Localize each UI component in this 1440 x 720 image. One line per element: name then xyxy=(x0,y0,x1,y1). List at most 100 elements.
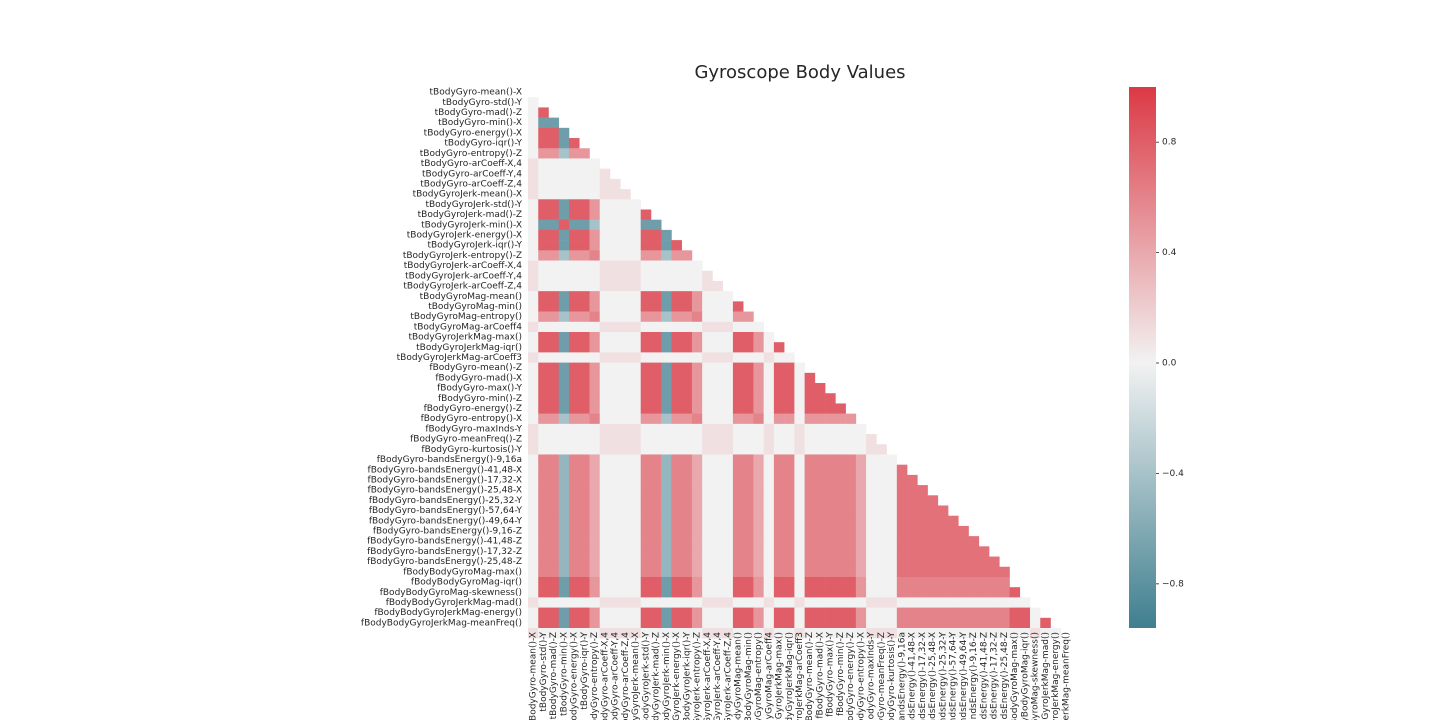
heatmap-cell xyxy=(609,597,621,608)
heatmap-cell xyxy=(753,525,764,537)
heatmap-cell xyxy=(794,576,805,588)
heatmap-cell xyxy=(784,495,795,506)
heatmap-cell xyxy=(661,495,672,506)
heatmap-cell xyxy=(753,342,764,353)
heatmap-cell xyxy=(681,434,693,445)
y-tick-label: fBodyBodyGyroMag-skewness() xyxy=(380,588,522,598)
heatmap-cell xyxy=(732,403,744,414)
heatmap-cell xyxy=(620,587,631,598)
heatmap-cell xyxy=(804,372,816,384)
heatmap-cell xyxy=(691,597,703,608)
heatmap-cell xyxy=(876,556,887,568)
heatmap-cell xyxy=(620,189,631,200)
heatmap-cell xyxy=(671,393,682,404)
heatmap-cell xyxy=(804,383,816,394)
heatmap-cell xyxy=(814,536,826,547)
heatmap-cell xyxy=(650,434,662,445)
heatmap-cell xyxy=(558,219,570,231)
heatmap-cell xyxy=(589,423,601,435)
heatmap-cell xyxy=(609,536,621,547)
heatmap-cell xyxy=(712,495,723,506)
heatmap-cell xyxy=(630,403,641,414)
heatmap-cell xyxy=(835,515,846,527)
heatmap-cell xyxy=(784,383,795,394)
heatmap-cell xyxy=(609,199,621,210)
heatmap-cell xyxy=(732,505,744,517)
heatmap-cell xyxy=(671,403,682,414)
heatmap-cell xyxy=(589,270,601,282)
heatmap-cell xyxy=(538,138,549,149)
heatmap-cell xyxy=(712,423,723,435)
heatmap-cell xyxy=(579,423,590,435)
heatmap-cell xyxy=(958,556,969,568)
heatmap-cell xyxy=(691,434,703,445)
heatmap-cell xyxy=(691,352,703,363)
y-tick-label: tBodyGyroJerk-mad()-Z xyxy=(418,210,522,220)
heatmap-cell xyxy=(691,413,703,425)
heatmap-cell xyxy=(609,301,621,312)
heatmap-cell xyxy=(558,597,570,608)
heatmap-cell xyxy=(784,546,795,557)
heatmap-cell xyxy=(948,566,959,578)
heatmap-cell xyxy=(784,505,795,517)
heatmap-cell xyxy=(671,556,682,568)
x-tick-label: fBodyGyro-bandsEnergy()-49,64-Y xyxy=(959,632,969,720)
heatmap-cell xyxy=(753,362,764,374)
heatmap-cell xyxy=(528,127,539,139)
heatmap-cell xyxy=(907,628,918,639)
heatmap-cell xyxy=(650,454,662,465)
heatmap-cell xyxy=(794,556,805,568)
heatmap-cell xyxy=(681,393,693,404)
heatmap-cell xyxy=(702,454,713,465)
heatmap-cell xyxy=(650,250,662,261)
heatmap-cell xyxy=(691,576,703,588)
heatmap-cell xyxy=(712,546,723,557)
heatmap-cell xyxy=(743,515,754,527)
heatmap-cell xyxy=(886,566,898,578)
heatmap-cell xyxy=(835,485,846,496)
heatmap-cell xyxy=(538,485,549,496)
heatmap-cell xyxy=(630,434,641,445)
heatmap-cell xyxy=(620,301,631,312)
heatmap-cell xyxy=(999,597,1010,608)
heatmap-cell xyxy=(702,495,713,506)
heatmap-cell xyxy=(825,434,836,445)
heatmap-cell xyxy=(661,250,672,261)
heatmap-cell xyxy=(876,474,887,486)
heatmap-cell xyxy=(620,464,631,476)
heatmap-cell xyxy=(722,311,734,323)
heatmap-cell xyxy=(589,525,601,537)
heatmap-cell xyxy=(845,617,857,629)
heatmap-cell xyxy=(743,597,754,608)
y-tick-label: fBodyBodyGyroJerkMag-mad() xyxy=(386,598,522,608)
heatmap-cell xyxy=(845,536,857,547)
heatmap-cell xyxy=(937,587,949,598)
heatmap-cell xyxy=(722,291,734,302)
heatmap-cell xyxy=(579,546,590,557)
heatmap-cell xyxy=(568,331,580,343)
y-tick-label: fBodyGyro-bandsEnergy()-9,16a xyxy=(377,455,522,465)
heatmap-cell xyxy=(548,342,560,353)
heatmap-cell xyxy=(722,372,734,384)
heatmap-cell xyxy=(538,576,549,588)
heatmap-cell xyxy=(650,362,662,374)
heatmap-cell xyxy=(794,383,805,394)
heatmap-cell xyxy=(568,464,580,476)
heatmap-cell xyxy=(640,423,652,435)
heatmap-cell xyxy=(743,464,754,476)
heatmap-cell xyxy=(620,403,631,414)
heatmap-cell xyxy=(661,229,672,241)
heatmap-cell xyxy=(568,505,580,517)
heatmap-cell xyxy=(907,536,918,547)
heatmap-cell xyxy=(804,566,816,578)
heatmap-cell xyxy=(845,444,857,455)
heatmap-cell xyxy=(538,628,549,639)
heatmap-cell xyxy=(763,525,775,537)
y-tick-label: fBodyGyro-entropy()-X xyxy=(421,414,522,424)
heatmap-cell xyxy=(702,485,713,496)
heatmap-cell xyxy=(1040,617,1051,629)
heatmap-cell xyxy=(763,546,775,557)
heatmap-cell xyxy=(548,444,560,455)
heatmap-cell xyxy=(558,240,570,251)
heatmap-cell xyxy=(630,587,641,598)
